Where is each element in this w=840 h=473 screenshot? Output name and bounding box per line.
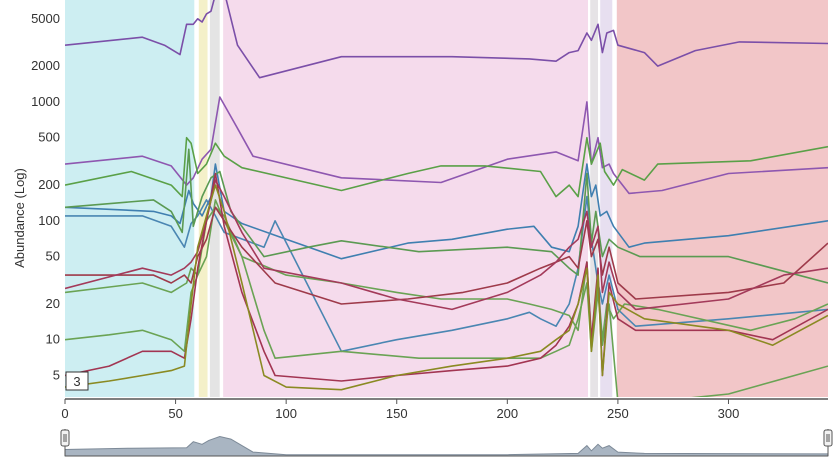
phase-bands <box>65 0 828 397</box>
series-line <box>65 199 828 397</box>
y-tick-label: 500 <box>38 130 60 145</box>
y-tick-label: 1000 <box>31 94 60 109</box>
phase-band <box>590 0 598 397</box>
overview-navigator[interactable] <box>60 429 833 457</box>
y-axis-title: Abundance (Log) <box>12 168 27 268</box>
y-tick-label: 20 <box>46 296 60 311</box>
phase-band <box>198 0 208 397</box>
x-axis: 0 50 100 150 200 250 300 <box>61 398 828 421</box>
series-lines <box>65 0 828 397</box>
y-tick-label: 5000 <box>31 11 60 26</box>
x-tick-label: 100 <box>275 406 297 421</box>
x-tick-label: 250 <box>607 406 629 421</box>
series-line <box>65 184 828 391</box>
phase-band <box>612 0 617 397</box>
y-axis: 5 10 20 50 100 200 500 1000 2000 5000 <box>31 11 60 383</box>
series-line <box>65 148 828 284</box>
y-tick-label: 5 <box>53 368 60 383</box>
y-tick-label: 100 <box>38 213 60 228</box>
handle-grip[interactable] <box>823 429 833 447</box>
x-tick-label: 0 <box>61 406 68 421</box>
x-tick-label: 300 <box>718 406 740 421</box>
phase-band <box>207 0 210 397</box>
panel-badge[interactable]: 3 <box>65 371 89 391</box>
y-tick-label: 50 <box>46 249 60 264</box>
y-tick-label: 10 <box>46 332 60 347</box>
overview-right-handle[interactable] <box>823 429 833 447</box>
y-tick-label: 2000 <box>31 58 60 73</box>
phase-band <box>65 0 195 397</box>
phase-band <box>597 0 601 397</box>
series-line <box>65 96 828 195</box>
handle-grip[interactable] <box>60 429 70 447</box>
series-line <box>65 172 828 382</box>
phase-band <box>194 0 199 397</box>
phase-band <box>616 0 828 397</box>
series-line <box>65 0 828 79</box>
x-tick-label: 150 <box>386 406 408 421</box>
x-tick-label: 50 <box>168 406 182 421</box>
series-line <box>65 179 828 311</box>
phase-band <box>223 0 589 397</box>
panel-badge-label: 3 <box>73 374 80 389</box>
series-line <box>65 136 828 198</box>
x-tick-label: 200 <box>496 406 518 421</box>
phase-band <box>209 0 220 397</box>
overview-left-handle[interactable] <box>60 429 70 447</box>
overview-area <box>64 435 829 457</box>
y-tick-label: 200 <box>38 177 60 192</box>
